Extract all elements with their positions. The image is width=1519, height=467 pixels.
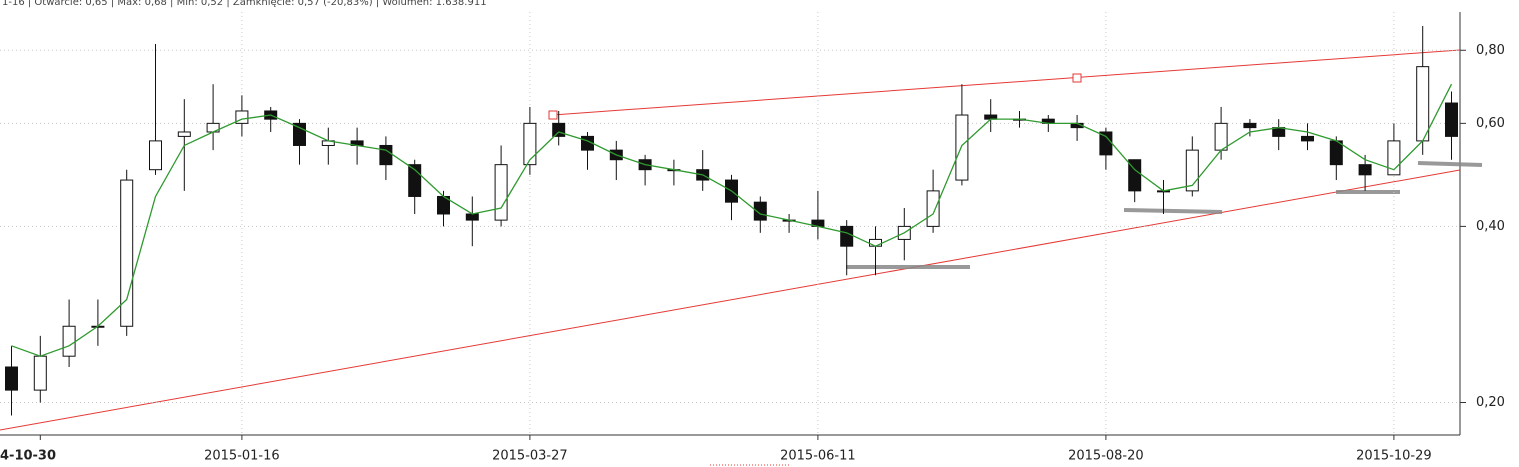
y-tick-label: 0,80: [1476, 43, 1505, 58]
support-line: [1123, 208, 1223, 214]
y-tick-label: 0,60: [1476, 116, 1505, 131]
candle-body: [1185, 149, 1199, 192]
x-tick-label: 2015-06-11: [780, 449, 856, 464]
candle-body: [1243, 122, 1257, 129]
candle-body: [840, 225, 854, 247]
candle-body: [494, 164, 508, 221]
candle-body: [1272, 127, 1286, 137]
candle-body: [869, 238, 882, 247]
candle-body: [523, 122, 537, 166]
candle-body: [5, 366, 18, 391]
candle-body: [1358, 164, 1372, 176]
candle-body: [1214, 122, 1228, 151]
y-tick-label: 0,40: [1476, 219, 1505, 234]
candle-body: [955, 114, 969, 181]
candle-body: [1128, 159, 1142, 192]
candle-body: [149, 140, 162, 171]
candle-body: [1416, 66, 1430, 142]
moving-average: [11, 83, 1453, 357]
candle-body: [293, 122, 306, 146]
trendline-handle: [1072, 73, 1082, 83]
x-tick-label: 2015-08-20: [1068, 449, 1144, 464]
chart-header: 1-16 | Otwarcie: 0,65 | Max: 0,68 | Min:…: [2, 0, 487, 8]
candle-body: [1099, 131, 1113, 156]
candle-body: [552, 122, 566, 137]
candle-body: [62, 325, 76, 357]
candle-body: [120, 179, 134, 327]
candle-body: [753, 201, 767, 221]
x-tick-label: 2015-03-27: [492, 449, 568, 464]
candle-body: [465, 213, 479, 221]
x-tick-label: 2015-01-16: [204, 449, 280, 464]
x-tick-label: 2015-10-29: [1356, 449, 1432, 464]
trendline-handle: [548, 110, 558, 120]
candle-body: [33, 355, 47, 391]
candle-body: [1445, 102, 1458, 137]
candle-body: [177, 131, 191, 137]
trendline: [0, 169, 1461, 431]
candle-body: [1301, 135, 1314, 142]
trendline: [552, 49, 1461, 116]
y-tick-label: 0,20: [1476, 395, 1505, 410]
candle-body: [1329, 140, 1343, 166]
candle-body: [379, 144, 393, 166]
x-tick-label: 4-10-30: [0, 449, 56, 464]
candle-body: [926, 190, 940, 227]
support-line: [1417, 161, 1483, 167]
